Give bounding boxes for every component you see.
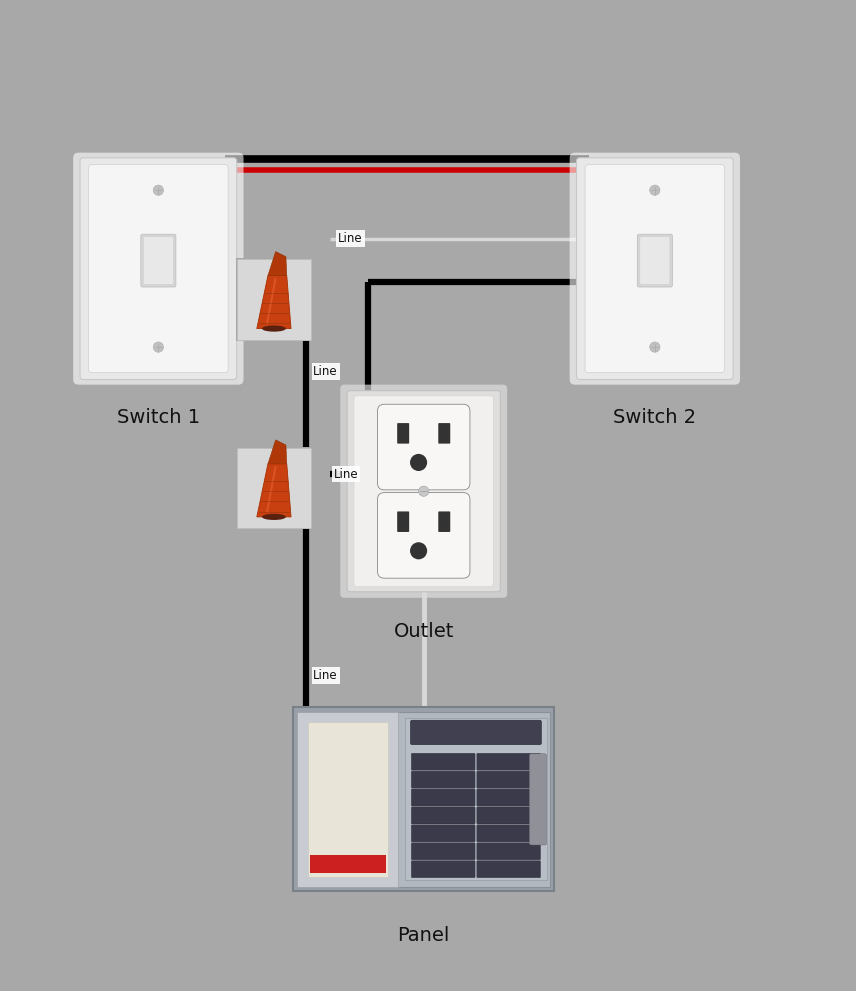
Polygon shape	[268, 252, 287, 275]
FancyBboxPatch shape	[477, 842, 541, 860]
FancyBboxPatch shape	[477, 807, 541, 824]
Text: Switch 1: Switch 1	[116, 407, 200, 427]
FancyBboxPatch shape	[637, 234, 673, 287]
Circle shape	[410, 454, 427, 471]
FancyBboxPatch shape	[411, 720, 542, 744]
FancyBboxPatch shape	[412, 842, 475, 860]
FancyBboxPatch shape	[412, 825, 475, 842]
FancyBboxPatch shape	[298, 712, 550, 887]
FancyBboxPatch shape	[308, 721, 389, 877]
FancyBboxPatch shape	[377, 404, 470, 490]
FancyBboxPatch shape	[377, 493, 470, 578]
FancyBboxPatch shape	[438, 423, 450, 444]
Circle shape	[410, 542, 427, 559]
FancyBboxPatch shape	[397, 511, 409, 532]
Circle shape	[650, 185, 660, 195]
FancyBboxPatch shape	[237, 260, 311, 340]
Text: Line: Line	[313, 669, 338, 682]
FancyBboxPatch shape	[340, 385, 507, 598]
FancyBboxPatch shape	[586, 165, 724, 373]
FancyBboxPatch shape	[80, 158, 236, 380]
FancyBboxPatch shape	[237, 448, 311, 528]
Text: Line: Line	[334, 468, 359, 481]
FancyBboxPatch shape	[236, 447, 312, 529]
FancyBboxPatch shape	[477, 860, 541, 878]
FancyBboxPatch shape	[477, 771, 541, 788]
FancyBboxPatch shape	[293, 708, 555, 891]
FancyBboxPatch shape	[412, 860, 475, 878]
Polygon shape	[257, 464, 291, 517]
Text: Panel: Panel	[397, 926, 450, 944]
FancyBboxPatch shape	[412, 789, 475, 806]
Text: Outlet: Outlet	[394, 621, 454, 641]
FancyBboxPatch shape	[639, 237, 669, 284]
Circle shape	[419, 486, 429, 496]
FancyBboxPatch shape	[412, 753, 475, 770]
FancyBboxPatch shape	[310, 855, 385, 872]
FancyBboxPatch shape	[406, 718, 546, 880]
FancyBboxPatch shape	[529, 754, 546, 845]
FancyBboxPatch shape	[397, 423, 409, 444]
Ellipse shape	[262, 513, 286, 520]
Text: Line: Line	[313, 365, 338, 378]
Circle shape	[153, 342, 163, 352]
FancyBboxPatch shape	[143, 237, 173, 284]
FancyBboxPatch shape	[236, 259, 312, 341]
Ellipse shape	[262, 325, 286, 332]
Text: Line: Line	[338, 232, 363, 245]
FancyBboxPatch shape	[477, 825, 541, 842]
FancyBboxPatch shape	[89, 165, 228, 373]
FancyBboxPatch shape	[298, 712, 398, 887]
Circle shape	[153, 185, 163, 195]
FancyBboxPatch shape	[73, 153, 243, 385]
Polygon shape	[268, 440, 287, 464]
FancyBboxPatch shape	[477, 789, 541, 806]
FancyBboxPatch shape	[412, 771, 475, 788]
Circle shape	[650, 342, 660, 352]
FancyBboxPatch shape	[438, 511, 450, 532]
Text: Switch 2: Switch 2	[613, 407, 697, 427]
Polygon shape	[257, 275, 291, 329]
FancyBboxPatch shape	[570, 153, 740, 385]
FancyBboxPatch shape	[576, 158, 733, 380]
FancyBboxPatch shape	[354, 395, 493, 587]
FancyBboxPatch shape	[477, 753, 541, 770]
FancyBboxPatch shape	[412, 807, 475, 824]
FancyBboxPatch shape	[140, 234, 175, 287]
FancyBboxPatch shape	[347, 390, 500, 592]
